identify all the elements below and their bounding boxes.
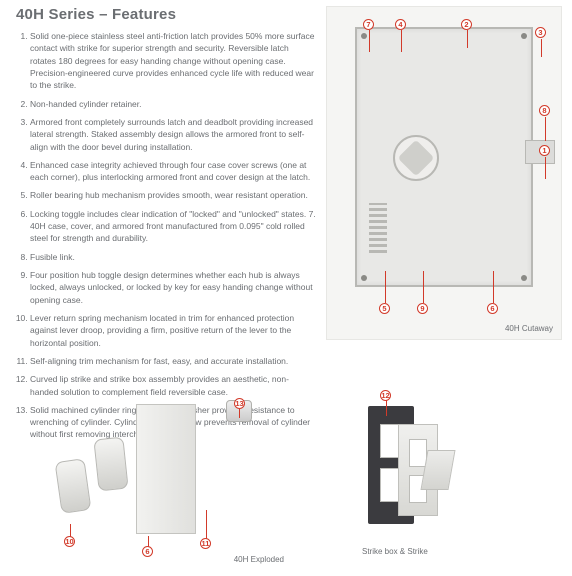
callout-13: 13 — [234, 398, 245, 409]
spring-icon — [369, 203, 387, 253]
opening-icon — [380, 468, 400, 502]
feature-item: Self-aligning trim mechanism for fast, e… — [30, 355, 316, 367]
strike-diagram: 12 Strike box & Strike — [330, 400, 480, 550]
page: 40H Series – Features Solid one-piece st… — [0, 0, 572, 576]
callout-3: 3 — [535, 27, 546, 38]
screw-icon — [361, 33, 367, 39]
exploded-caption: 40H Exploded — [234, 555, 284, 564]
leader-line — [386, 400, 387, 416]
callout-1: 1 — [539, 145, 550, 156]
page-title: 40H Series – Features — [16, 6, 176, 23]
feature-item: Fusible link. — [30, 251, 316, 263]
leader-line — [401, 30, 402, 52]
strike-lip-icon — [420, 450, 455, 490]
leader-line — [385, 271, 386, 303]
callout-2: 2 — [461, 19, 472, 30]
feature-item: Non-handed cylinder retainer. — [30, 98, 316, 110]
plate-icon — [136, 404, 196, 534]
feature-item: Enhanced case integrity achieved through… — [30, 159, 316, 184]
feature-item: Locking toggle includes clear indication… — [30, 208, 316, 245]
callout-8: 8 — [539, 105, 550, 116]
callout-6: 6 — [487, 303, 498, 314]
screw-icon — [521, 33, 527, 39]
cutaway-diagram: 7 4 2 3 8 1 5 9 6 40H Cutaway — [326, 6, 562, 340]
leader-line — [369, 30, 370, 52]
opening-icon — [380, 424, 400, 458]
screw-icon — [361, 275, 367, 281]
leader-line — [206, 510, 207, 540]
exploded-diagram: 10 6 11 13 40H Exploded — [56, 400, 296, 550]
callout-4: 4 — [395, 19, 406, 30]
screw-icon — [521, 275, 527, 281]
leader-line — [545, 157, 546, 179]
leader-line — [467, 30, 468, 48]
callout-9: 9 — [417, 303, 428, 314]
leader-line — [545, 117, 546, 141]
cutaway-caption: 40H Cutaway — [505, 324, 553, 333]
lever-icon — [55, 458, 92, 514]
callout-5: 5 — [379, 303, 390, 314]
callout-7: 7 — [363, 19, 374, 30]
callout-6: 6 — [142, 546, 153, 557]
feature-item: Curved lip strike and strike box assembl… — [30, 373, 316, 398]
lever-icon — [93, 437, 128, 492]
callout-11: 11 — [200, 538, 211, 549]
feature-item: Lever return spring mechanism located in… — [30, 312, 316, 349]
leader-line — [493, 271, 494, 303]
strike-caption: Strike box & Strike — [362, 547, 428, 556]
feature-list: Solid one-piece stainless steel anti-fri… — [16, 30, 316, 447]
callout-12: 12 — [380, 390, 391, 401]
feature-item: Four position hub toggle design determin… — [30, 269, 316, 306]
callout-10: 10 — [64, 536, 75, 547]
feature-item: Roller bearing hub mechanism provides sm… — [30, 189, 316, 201]
leader-line — [541, 39, 542, 57]
leader-line — [423, 271, 424, 303]
feature-item: Solid one-piece stainless steel anti-fri… — [30, 30, 316, 92]
feature-item: Armored front completely surrounds latch… — [30, 116, 316, 153]
